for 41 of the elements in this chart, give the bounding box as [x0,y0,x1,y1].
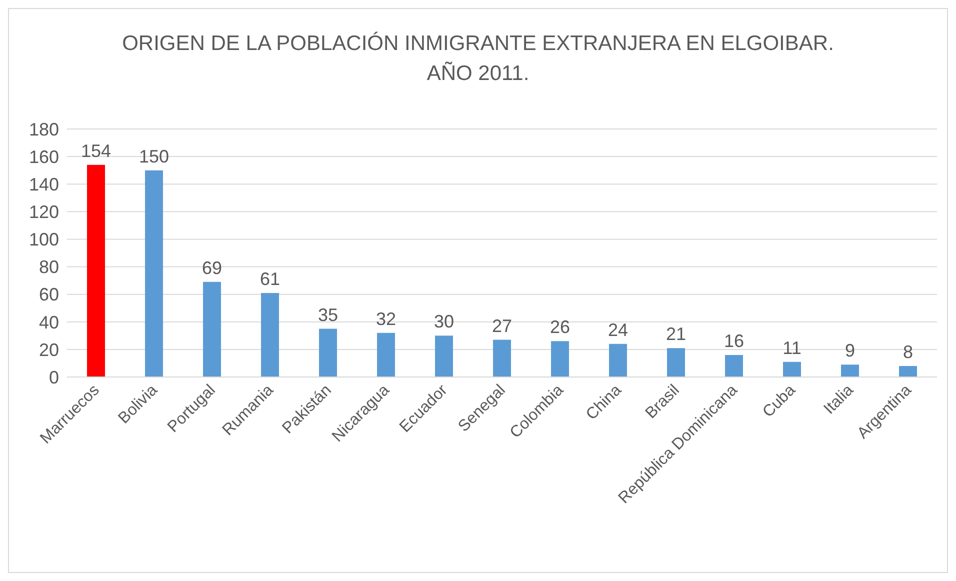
bar [899,366,917,377]
data-label: 154 [80,140,112,161]
y-tick-label: 140 [28,174,59,194]
bar [435,336,453,377]
y-tick-label: 180 [28,119,59,140]
y-tick-label: 100 [28,230,59,250]
bar [667,348,685,377]
y-tick-label: 120 [28,202,59,222]
chart-title: ORIGEN DE LA POBLACIÓN INMIGRANTE EXTRANJERA EN ELGOIBAR. AÑO 2011. [121,30,835,87]
bar [145,170,163,377]
y-tick-label: 80 [38,257,59,278]
data-label: 30 [434,312,454,332]
bar [261,292,279,377]
bar [203,282,221,377]
data-label: 8 [902,342,914,362]
y-tick-label: 0 [48,367,59,388]
data-label: 32 [376,308,396,329]
y-tick-label: 20 [38,340,59,360]
data-label: 61 [260,268,280,289]
bar [725,354,743,377]
bar [319,328,337,377]
data-label: 21 [666,324,686,344]
data-label: 26 [550,317,570,338]
bar [841,364,859,377]
bar [493,340,511,377]
bar [87,164,105,377]
y-tick-label: 60 [38,284,59,305]
data-label: 27 [492,316,512,336]
data-label: 11 [782,338,802,358]
data-label: 35 [318,304,338,325]
data-label: 24 [608,320,628,340]
bar [377,332,395,377]
data-label: 16 [724,330,744,351]
data-label: 9 [844,340,856,361]
y-tick-label: 40 [38,312,59,332]
data-label: 69 [202,258,222,278]
bar [783,362,801,377]
data-label: 150 [138,146,170,166]
bar [609,344,627,377]
bar [551,341,569,377]
y-tick-label: 160 [28,146,59,167]
